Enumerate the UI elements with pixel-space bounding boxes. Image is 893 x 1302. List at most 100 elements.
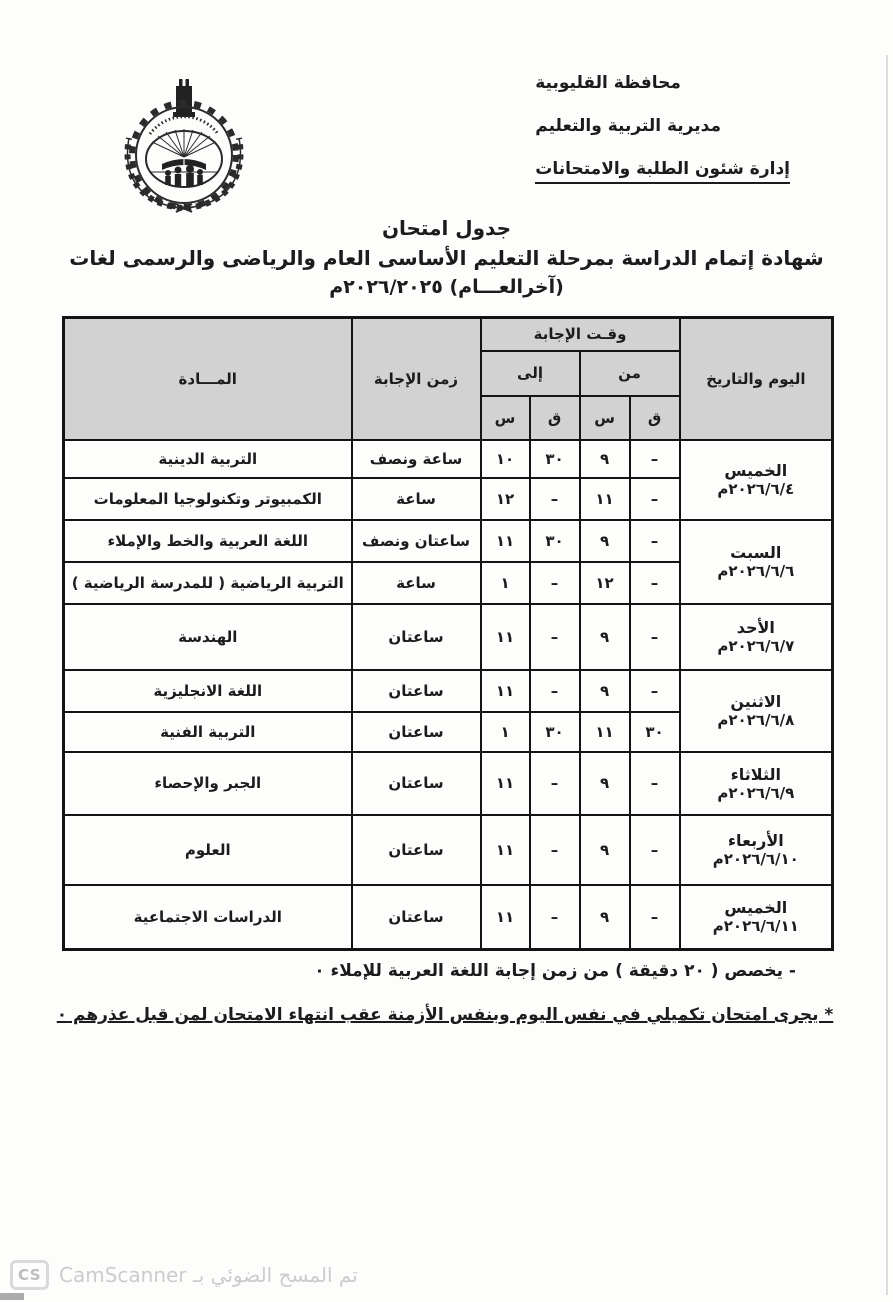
to-hours: ١١ <box>479 813 531 886</box>
duration-cell: ساعتان <box>350 883 482 951</box>
subject-cell: العلوم <box>62 813 353 886</box>
day-date: ٢٠٢٦/٦/٧م <box>717 637 795 655</box>
to-hours: ١ <box>479 560 531 605</box>
from-minutes: – <box>628 518 681 563</box>
day-name: الأحد <box>736 618 775 637</box>
day-date: ٢٠٢٦/٦/١١م <box>712 917 799 936</box>
to-minutes: – <box>528 668 581 713</box>
table-row: الثلاثاء ٢٠٢٦/٦/٩م – ٩ – ١١ ساعتان الجبر… <box>62 750 834 816</box>
to-minutes: – <box>528 602 581 671</box>
subject-cell: الجبر والإحصاء <box>62 750 353 816</box>
table-row: الأربعاء ٢٠٢٦/٦/١٠م – ٩ – ١١ ساعتان العل… <box>62 813 834 886</box>
duration-cell: ساعتان ونصف <box>350 518 482 563</box>
duration-cell: ساعة <box>350 560 482 605</box>
to-hours: ١١ <box>479 518 531 563</box>
from-hours: ٩ <box>578 668 631 713</box>
camscanner-watermark: CS تم المسح الضوئي بـ CamScanner <box>10 1260 358 1290</box>
to-minutes: – <box>528 560 581 605</box>
col-header-subject: المـــادة <box>62 316 353 441</box>
table-row: الخميس ٢٠٢٦/٦/١١م – ٩ – ١١ ساعتان الدراس… <box>62 883 834 951</box>
subject-cell: التربية الدينية <box>62 438 353 479</box>
exam-schedule-table: اليوم والتاريخ وقـت الإجابة زمن الإجابة … <box>62 316 835 951</box>
from-minutes: – <box>628 602 681 671</box>
camscanner-logo-text: CS <box>17 1266 42 1284</box>
day-name: السبت <box>730 543 782 562</box>
from-hours: ١٢ <box>578 560 631 605</box>
duration-cell: ساعتان <box>350 710 482 753</box>
scan-page-edge <box>886 55 888 1295</box>
day-name: الثلاثاء <box>730 764 781 784</box>
duration-cell: ساعتان <box>350 668 482 713</box>
col-header-from-minutes: ق <box>628 394 681 441</box>
day-cell: الثلاثاء ٢٠٢٦/٦/٩م <box>678 750 834 816</box>
from-minutes: – <box>628 438 681 479</box>
title-line-1: جدول امتحان <box>381 216 512 240</box>
duration-cell: ساعة <box>350 476 482 521</box>
day-name: الخميس <box>724 461 788 480</box>
to-minutes: ٣٠ <box>528 518 581 563</box>
day-cell: الأحد ٢٠٢٦/٦/٧م <box>678 602 834 671</box>
col-header-from: من <box>578 349 681 397</box>
to-minutes: – <box>528 883 581 951</box>
subject-cell: اللغة الانجليزية <box>62 668 353 713</box>
from-minutes: – <box>628 476 681 521</box>
from-minutes: – <box>628 668 681 713</box>
to-hours: ١ <box>479 710 531 753</box>
day-date: ٢٠٢٦/٦/١٠م <box>712 850 799 868</box>
note-makeup-exam: * يجرى امتحان تكميلي في نفس اليوم وبنفس … <box>56 1005 834 1025</box>
col-header-answer-time: وقـت الإجابة <box>479 316 681 352</box>
col-header-day-date: اليوم والتاريخ <box>678 316 834 441</box>
to-hours: ١١ <box>479 883 531 951</box>
subject-cell: الدراسات الاجتماعية <box>62 883 353 951</box>
day-date: ٢٠٢٦/٦/٦م <box>717 562 795 580</box>
to-hours: ١١ <box>479 602 531 671</box>
table-row: – ١١ – ١٢ ساعة الكمبيوتر وتكنولوجيا المع… <box>62 476 833 521</box>
to-minutes: ٣٠ <box>528 438 581 479</box>
title-line-3: (آخرالعـــام) ٢٠٢٦/٢٠٢٥م <box>329 276 564 298</box>
to-hours: ١٠ <box>479 438 531 479</box>
document-title: جدول امتحان شهادة إتمام الدراسة بمرحلة ا… <box>9 216 884 298</box>
from-minutes: – <box>628 560 681 605</box>
from-hours: ٩ <box>578 602 631 671</box>
day-name: الأربعاء <box>727 831 784 850</box>
to-minutes: – <box>528 750 581 816</box>
to-minutes: – <box>528 813 581 886</box>
col-header-from-hours: س <box>578 394 631 441</box>
duration-cell: ساعتان <box>350 602 482 671</box>
table-row: – ١٢ – ١ ساعة التربية الرياضية ( للمدرسة… <box>62 560 833 605</box>
from-hours: ٩ <box>578 813 631 886</box>
from-hours: ٩ <box>578 883 631 951</box>
from-hours: ٩ <box>578 518 631 563</box>
day-date: ٢٠٢٦/٦/٤م <box>717 480 795 498</box>
table-row: ٣٠ ١١ ٣٠ ١ ساعتان التربية الفنية <box>62 710 833 753</box>
to-minutes: – <box>528 476 581 521</box>
table-row: الأحد ٢٠٢٦/٦/٧م – ٩ – ١١ ساعتان الهندسة <box>62 602 834 671</box>
to-hours: ١١ <box>479 668 531 713</box>
table-row: الاثنين ٢٠٢٦/٦/٨م – ٩ – ١١ ساعتان اللغة … <box>62 668 834 753</box>
letterhead-department: إدارة شئون الطلبة والامتحانات <box>535 159 790 184</box>
from-hours: ١١ <box>578 710 631 753</box>
to-minutes: ٣٠ <box>528 710 581 753</box>
to-hours: ١١ <box>479 750 531 816</box>
letterhead-governorate: محافظة القليوبية <box>535 73 681 93</box>
duration-cell: ساعتان <box>350 813 482 886</box>
col-header-to-hours: س <box>479 394 531 441</box>
subject-cell: اللغة العربية والخط والإملاء <box>62 518 353 563</box>
letterhead-directorate: مديرية التربية والتعليم <box>535 116 721 136</box>
from-hours: ٩ <box>578 750 631 816</box>
day-cell: الخميس ٢٠٢٦/٦/٤م <box>678 438 834 521</box>
duration-cell: ساعة ونصف <box>350 438 482 479</box>
from-hours: ١١ <box>578 476 631 521</box>
day-cell: الأربعاء ٢٠٢٦/٦/١٠م <box>678 813 834 886</box>
from-minutes: ٣٠ <box>628 710 681 753</box>
from-minutes: – <box>628 813 681 886</box>
camscanner-caption: تم المسح الضوئي بـ CamScanner <box>59 1263 358 1287</box>
camscanner-logo-icon: CS <box>10 1260 49 1290</box>
subject-cell: التربية الرياضية ( للمدرسة الرياضية ) <box>62 560 353 605</box>
subject-cell: الكمبيوتر وتكنولوجيا المعلومات <box>62 476 353 521</box>
day-name: الاثنين <box>730 692 782 711</box>
from-minutes: – <box>628 750 681 816</box>
col-header-to-minutes: ق <box>528 394 581 441</box>
ministry-education-emblem-icon <box>124 79 244 213</box>
